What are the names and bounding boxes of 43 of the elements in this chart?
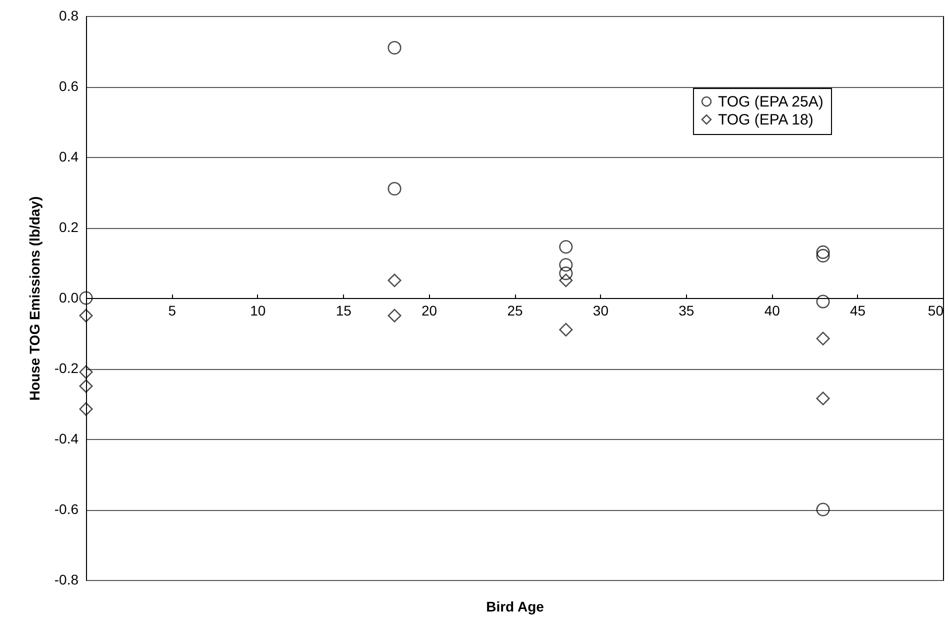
y-tick-label: -0.2 — [54, 360, 79, 376]
x-tick-label: 25 — [507, 302, 523, 318]
x-tick-label: 30 — [592, 302, 609, 318]
y-tick-label: 0.2 — [59, 219, 79, 235]
point — [388, 182, 402, 196]
point — [816, 294, 830, 308]
point — [559, 266, 573, 280]
point — [816, 248, 830, 262]
point — [79, 308, 93, 322]
legend-label: TOG (EPA 18) — [718, 112, 814, 128]
point — [816, 332, 830, 346]
point — [816, 502, 830, 516]
x-tick-label: 5 — [168, 302, 176, 318]
x-axis-title: Bird Age — [486, 598, 544, 614]
x-tick-label: 45 — [850, 302, 866, 318]
y-tick-label: 0.4 — [59, 148, 79, 164]
point — [388, 274, 402, 288]
y-tick-label: -0.8 — [54, 572, 79, 588]
point — [79, 402, 93, 416]
x-tick-label: 20 — [422, 302, 438, 318]
x-tick-label: 10 — [250, 302, 266, 318]
legend-label: TOG (EPA 25A) — [718, 94, 824, 110]
y-tick-label: 0.8 — [59, 8, 79, 24]
y-tick-label: 0.0 — [59, 290, 79, 306]
point — [816, 392, 830, 406]
point — [559, 258, 573, 272]
point — [388, 308, 402, 322]
x-tick-label: 50 — [928, 302, 944, 318]
point — [79, 365, 93, 379]
y-axis-title: House TOG Emissions (lb/day) — [26, 196, 42, 401]
point — [79, 291, 93, 305]
point — [559, 240, 573, 254]
point — [559, 274, 573, 288]
point — [816, 245, 830, 259]
x-tick-label: 35 — [678, 302, 694, 318]
y-tick-label: -0.4 — [54, 430, 79, 446]
point — [388, 40, 402, 54]
y-tick-label: 0.6 — [59, 78, 79, 94]
x-tick-label: 40 — [764, 302, 780, 318]
y-tick-label: -0.6 — [54, 501, 79, 517]
point — [79, 379, 93, 393]
x-tick-label: 15 — [336, 302, 352, 318]
point — [559, 322, 573, 336]
